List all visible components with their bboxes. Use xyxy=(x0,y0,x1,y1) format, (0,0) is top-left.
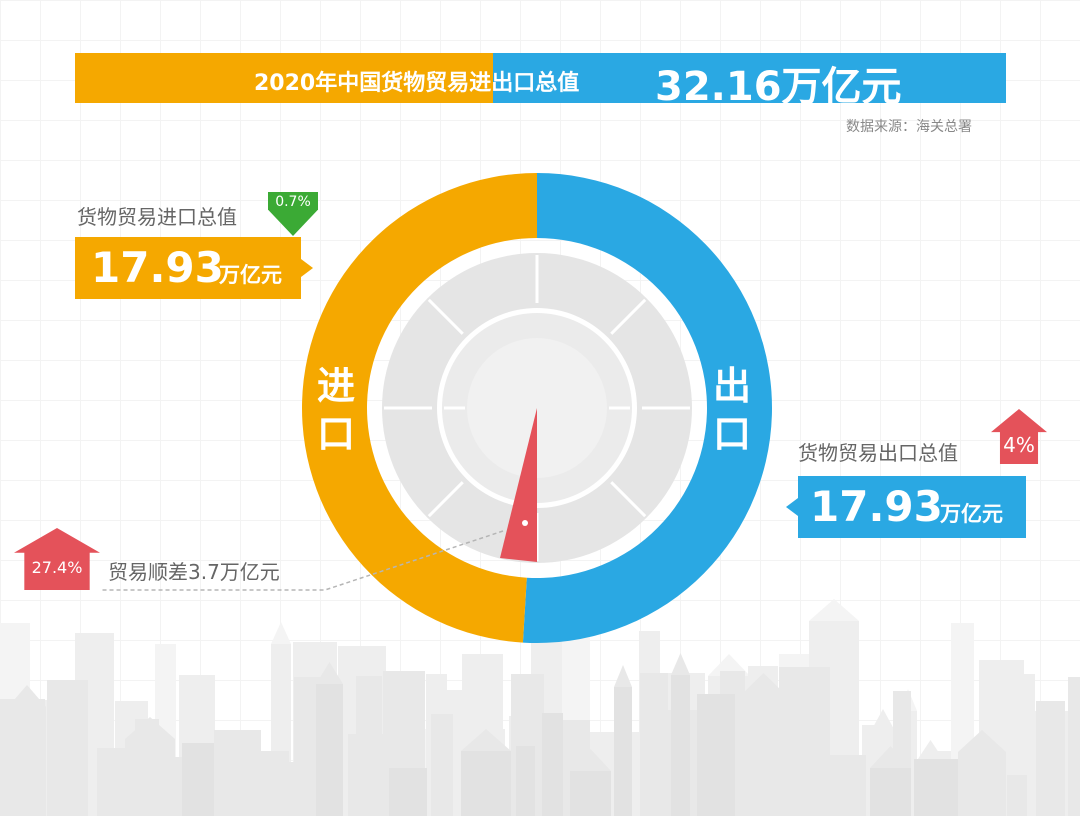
city-skyline-illustration xyxy=(0,599,1080,816)
skyline-building xyxy=(348,734,390,816)
skyline-building xyxy=(958,752,1006,816)
skyline-spire xyxy=(461,729,511,751)
export-slice xyxy=(522,173,772,644)
skyline-building xyxy=(870,768,911,816)
skyline-spire xyxy=(741,673,786,695)
data-source: 数据来源：海关总署 xyxy=(846,119,972,135)
gauge-divider xyxy=(610,481,647,518)
skyline-spire xyxy=(316,662,343,684)
export-value-box: 17.93 万亿元 xyxy=(786,476,1026,538)
import-value-box: 17.93 万亿元 xyxy=(75,237,313,299)
skyline-spire xyxy=(271,622,291,644)
skyline-spire xyxy=(294,655,331,677)
needle-pivot xyxy=(522,520,528,526)
skyline-building xyxy=(270,762,308,816)
import-slice xyxy=(301,173,537,643)
gauge-divider xyxy=(427,481,464,518)
skyline-spire xyxy=(871,709,895,731)
export-ring-label: 出口 xyxy=(712,364,751,456)
skyline-spire xyxy=(809,599,859,621)
skyline-spire xyxy=(671,653,690,675)
import-value: 17.93 xyxy=(91,243,224,292)
skyline-spire xyxy=(614,665,632,687)
skyline-building xyxy=(741,695,786,816)
title-banner: 2020年中国货物贸易进出口总值 32.16万亿元 xyxy=(75,53,1006,110)
skyline-spire xyxy=(570,749,611,771)
skyline-building xyxy=(125,739,175,816)
donut-slices xyxy=(301,173,772,644)
skyline-building xyxy=(47,680,88,816)
gauge-divider xyxy=(610,298,647,335)
skyline-building xyxy=(214,730,261,816)
skyline-building xyxy=(1007,775,1027,816)
skyline-building xyxy=(640,673,668,816)
skyline-building xyxy=(795,675,813,816)
page-title: 2020年中国货物贸易进出口总值 xyxy=(254,71,580,96)
skyline-building xyxy=(1068,677,1080,816)
skyline-building xyxy=(97,748,127,816)
skyline-spire xyxy=(125,717,175,739)
import-label: 货物贸易进口总值 xyxy=(77,205,237,229)
skyline-building xyxy=(542,713,563,816)
export-change-value: 4% xyxy=(1003,433,1035,457)
skyline-building xyxy=(819,755,866,816)
export-value: 17.93 xyxy=(810,482,943,531)
skyline-building xyxy=(516,746,535,816)
skyline-building xyxy=(1036,701,1065,816)
surplus-label: 贸易顺差3.7万亿元 xyxy=(108,560,280,584)
gauge-divider xyxy=(427,298,464,335)
skyline-spire xyxy=(958,730,1006,752)
skyline-spire xyxy=(870,746,911,768)
skyline-building xyxy=(316,684,343,816)
skyline-building xyxy=(461,751,511,816)
skyline-building xyxy=(389,768,427,816)
skyline-building xyxy=(8,707,46,816)
import-change-value: 0.7% xyxy=(275,194,311,210)
skyline-spire xyxy=(516,724,535,746)
skyline-spire xyxy=(708,654,750,676)
skyline-building xyxy=(431,714,453,816)
surplus-change-value: 27.4% xyxy=(31,558,83,577)
surplus-leader-line xyxy=(102,530,504,591)
skyline-spire xyxy=(916,740,945,762)
skyline-building xyxy=(671,675,690,816)
skyline-building xyxy=(614,687,632,816)
export-unit: 万亿元 xyxy=(940,502,1003,526)
total-value: 32.16万亿元 xyxy=(655,64,902,110)
import-ring-label: 进口 xyxy=(316,364,355,456)
skyline-building xyxy=(914,759,958,816)
export-label: 货物贸易出口总值 xyxy=(798,441,958,465)
skyline-spire xyxy=(8,685,46,707)
skyline-building xyxy=(570,771,611,816)
import-unit: 万亿元 xyxy=(219,263,282,287)
skyline-building xyxy=(182,743,216,816)
skyline-building xyxy=(697,694,735,816)
